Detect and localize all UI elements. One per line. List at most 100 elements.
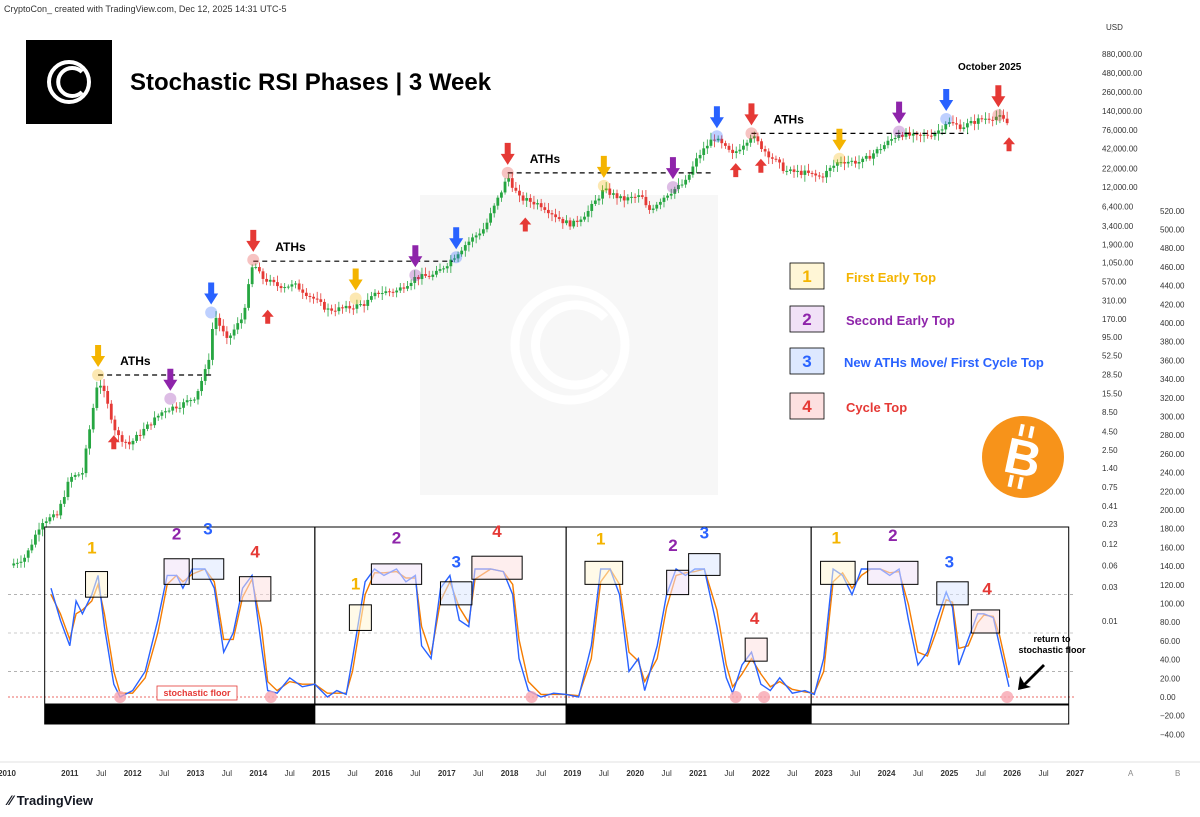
candle-body bbox=[929, 135, 933, 137]
candle-body bbox=[362, 304, 366, 306]
candle-body bbox=[456, 254, 460, 259]
osc-tick-label: −20.00 bbox=[1160, 712, 1185, 721]
bottom-arrow bbox=[729, 163, 742, 178]
phase-top-arrow bbox=[348, 268, 363, 291]
candle-body bbox=[369, 296, 373, 300]
watermark-panel bbox=[420, 195, 718, 495]
osc-tick-label: 140.00 bbox=[1160, 562, 1185, 571]
cycle-bar bbox=[314, 704, 567, 725]
candle-body bbox=[23, 557, 26, 562]
floor-dot bbox=[729, 691, 742, 703]
legend-number: 2 bbox=[802, 310, 811, 329]
osc-tick-label: 120.00 bbox=[1160, 581, 1185, 590]
candle-body bbox=[536, 203, 539, 205]
price-tick-label: 95.00 bbox=[1102, 333, 1123, 342]
candle-body bbox=[586, 210, 590, 217]
candle-body bbox=[872, 153, 875, 159]
x-tick-label: Jul bbox=[913, 769, 923, 778]
phase-box bbox=[191, 558, 225, 580]
candle-body bbox=[91, 407, 95, 430]
candle-body bbox=[481, 229, 485, 234]
phase-box-number: 4 bbox=[250, 542, 260, 561]
osc-tick-label: 40.00 bbox=[1160, 656, 1181, 665]
candle-body bbox=[127, 441, 131, 445]
floor-dot bbox=[1001, 691, 1014, 703]
candle-body bbox=[348, 305, 352, 309]
x-tick-label: 2025 bbox=[940, 769, 958, 778]
x-tick-label: Jul bbox=[1038, 769, 1048, 778]
candle-body bbox=[15, 562, 19, 564]
candle-body bbox=[366, 299, 370, 306]
candle-body bbox=[326, 308, 330, 310]
candle-body bbox=[897, 134, 901, 138]
candle-body bbox=[532, 201, 536, 205]
x-tick-label: 2019 bbox=[564, 769, 582, 778]
x-tick-label: Jul bbox=[599, 769, 609, 778]
candle-body bbox=[789, 169, 792, 171]
candle-body bbox=[731, 149, 735, 153]
candle-body bbox=[702, 148, 706, 156]
phase-top-dot bbox=[450, 251, 463, 264]
price-series bbox=[12, 108, 1009, 569]
candle-body bbox=[857, 162, 861, 164]
candle-body bbox=[449, 259, 453, 267]
x-tick-label: 2026 bbox=[1003, 769, 1021, 778]
bottom-arrow bbox=[107, 435, 120, 450]
phase-box bbox=[867, 560, 919, 585]
candle-body bbox=[164, 411, 167, 413]
candle-body bbox=[243, 307, 247, 320]
candle-body bbox=[640, 195, 644, 197]
candle-body bbox=[785, 170, 789, 172]
tradingview-logo[interactable]: ⁄⁄ TradingView bbox=[8, 792, 93, 808]
osc-tick-label: 380.00 bbox=[1160, 338, 1185, 347]
candle-body bbox=[911, 133, 915, 136]
x-tick-label: 2023 bbox=[815, 769, 833, 778]
candle-body bbox=[662, 197, 666, 202]
candle-body bbox=[561, 218, 565, 224]
candle-body bbox=[861, 158, 865, 163]
phase-box-number: 3 bbox=[451, 553, 460, 572]
candle-body bbox=[1005, 118, 1009, 124]
candle-body bbox=[962, 127, 966, 130]
candle-body bbox=[211, 329, 214, 360]
candle-body bbox=[359, 304, 362, 306]
candle-body bbox=[900, 134, 904, 137]
x-tick-label: 2022 bbox=[752, 769, 770, 778]
phase-top-arrow bbox=[832, 128, 847, 151]
phase-top-dot bbox=[205, 306, 218, 319]
candle-body bbox=[557, 217, 561, 219]
candle-body bbox=[149, 424, 153, 426]
candle-body bbox=[37, 529, 41, 535]
candle-body bbox=[886, 140, 890, 146]
candle-body bbox=[117, 430, 120, 436]
candle-body bbox=[677, 185, 680, 190]
x-tick-label: 2011 bbox=[61, 769, 79, 778]
osc-tick-label: 460.00 bbox=[1160, 263, 1185, 272]
candle-body bbox=[984, 118, 987, 120]
candle-body bbox=[604, 188, 608, 191]
candle-body bbox=[30, 544, 34, 551]
candle-body bbox=[70, 476, 73, 482]
price-tick-label: 52.50 bbox=[1102, 351, 1123, 360]
candle-body bbox=[203, 369, 207, 381]
candle-body bbox=[521, 195, 525, 201]
candle-body bbox=[843, 162, 846, 164]
phase-top-arrow bbox=[204, 282, 219, 305]
candle-body bbox=[691, 166, 695, 175]
phase-top-dot bbox=[164, 392, 177, 405]
phase-box bbox=[666, 569, 690, 596]
candle-body bbox=[919, 134, 922, 136]
candle-body bbox=[817, 175, 821, 177]
candle-body bbox=[947, 122, 951, 124]
candle-body bbox=[377, 292, 381, 294]
candle-body bbox=[34, 534, 37, 545]
x-tick-label: Jul bbox=[96, 769, 106, 778]
floor-dot bbox=[114, 691, 127, 703]
return-floor-label: stochastic floor bbox=[1018, 645, 1086, 655]
price-tick-label: 2.50 bbox=[1102, 446, 1118, 455]
phase-top-arrow bbox=[449, 227, 464, 250]
candle-body bbox=[247, 284, 250, 308]
phase-top-dot bbox=[666, 181, 679, 194]
price-tick-label: 8.50 bbox=[1102, 408, 1118, 417]
